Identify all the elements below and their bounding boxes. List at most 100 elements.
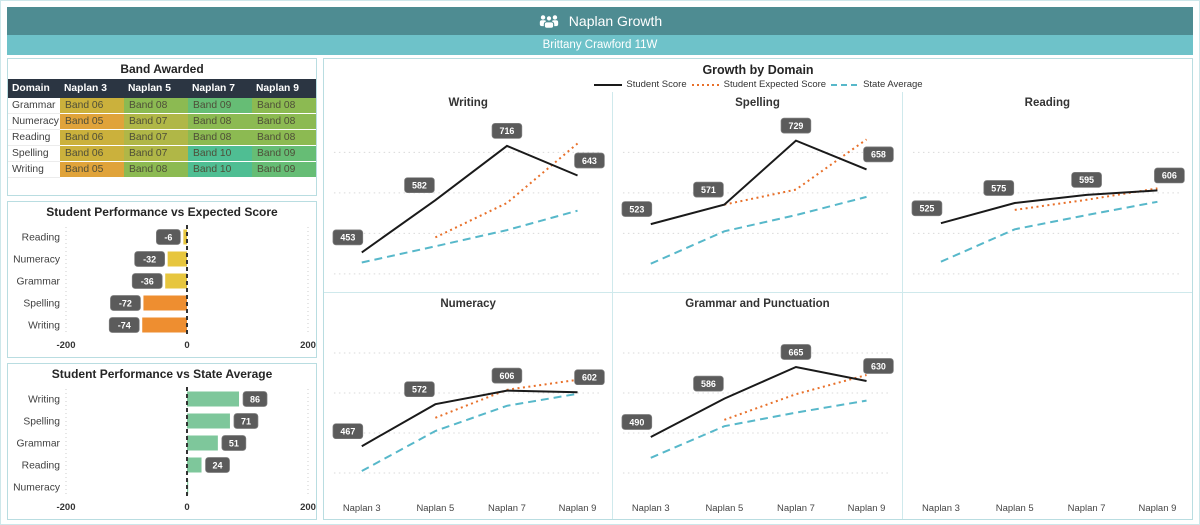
value-badge: 602 — [574, 369, 605, 386]
svg-text:716: 716 — [499, 126, 514, 136]
domain-cell: Spelling — [8, 145, 60, 162]
svg-text:571: 571 — [701, 185, 716, 195]
bar-grammar — [187, 435, 218, 451]
legend-line-dotted-icon — [691, 83, 720, 86]
value-badge: 595 — [1070, 172, 1102, 188]
value-badge: 729 — [781, 117, 812, 134]
legend-label: Student Expected Score — [723, 79, 827, 90]
svg-text:Naplan 3: Naplan 3 — [343, 503, 381, 514]
band-table-column-header: Naplan 3 — [60, 79, 124, 98]
table-row: Grammar Band 06 Band 08 Band 09 Band 08 — [8, 98, 316, 114]
band-table-header-row: Domain Naplan 3 Naplan 5 Naplan 7 Naplan 9 — [8, 79, 316, 98]
svg-text:453: 453 — [340, 233, 355, 243]
state-average-title: Student Performance vs State Average — [51, 367, 273, 381]
svg-text:729: 729 — [789, 121, 804, 131]
svg-text:Naplan 5: Naplan 5 — [995, 503, 1033, 514]
svg-text:-200: -200 — [56, 340, 75, 351]
state-average-line — [361, 392, 578, 472]
svg-text:-32: -32 — [143, 254, 156, 264]
state-average-line — [650, 399, 868, 459]
band-cell: Band 08 — [252, 113, 316, 130]
band-cell: Band 08 — [188, 129, 252, 146]
expected-score-line — [1014, 187, 1158, 211]
svg-text:71: 71 — [241, 416, 251, 426]
svg-text:Naplan 9: Naplan 9 — [1138, 503, 1176, 514]
band-cell: Band 05 — [60, 161, 124, 178]
svg-text:Naplan 3: Naplan 3 — [922, 503, 960, 514]
expected-score-bar-chart: Reading -6 Numeracy -32 Grammar -36 Spelling -7… — [13, 225, 316, 351]
svg-text:Spelling: Spelling — [23, 299, 60, 310]
band-cell: Band 05 — [60, 113, 124, 130]
bar-grammar — [165, 273, 187, 289]
table-row: Numeracy Band 05 Band 07 Band 08 Band 08 — [8, 113, 316, 130]
bar-numeracy — [167, 251, 187, 267]
svg-text:-200: -200 — [56, 502, 75, 513]
svg-text:490: 490 — [630, 417, 645, 427]
band-cell: Band 10 — [188, 145, 252, 162]
svg-text:Writing: Writing — [28, 395, 60, 406]
value-badge: 643 — [574, 152, 605, 169]
svg-text:Reading: Reading — [22, 233, 61, 244]
band-awarded-panel: Band Awarded Domain Naplan 3 Naplan 5 Napla… — [7, 58, 317, 196]
legend-line-dashed-icon — [831, 83, 860, 86]
mini-chart-plot: 523 571 729 658 — [621, 117, 895, 275]
svg-text:51: 51 — [229, 438, 239, 448]
band-table-column-header: Naplan 9 — [252, 79, 316, 98]
mini-chart-grammar-and-punctuation: Grammar and Punctuation 490 586 665 630 Napla… — [613, 293, 903, 519]
mini-chart-plot: 453 582 716 643 — [332, 123, 605, 275]
bar-reading — [187, 457, 202, 473]
svg-text:665: 665 — [789, 347, 804, 357]
page-title: Naplan Growth — [568, 13, 663, 29]
chart-legend: Student Score Student Expected Score State… — [324, 77, 1192, 92]
mini-chart-title: Numeracy — [440, 298, 496, 310]
band-cell: Band 06 — [60, 145, 124, 162]
mini-chart-title: Writing — [448, 97, 488, 109]
mini-chart-numeracy: Numeracy 467 572 606 602 Naplan 3 Naplan 5 Napl… — [324, 293, 614, 519]
growth-by-domain-panel: Growth by Domain Student Score Student Ex… — [323, 58, 1193, 520]
expected-score-line — [434, 378, 578, 419]
svg-text:658: 658 — [871, 150, 886, 160]
svg-text:Naplan 3: Naplan 3 — [632, 503, 670, 514]
student-score-line — [650, 365, 868, 438]
value-badge: 525 — [911, 200, 942, 217]
value-badge: 571 — [693, 181, 725, 198]
value-badge: 467 — [332, 423, 364, 440]
mini-chart-writing: Writing 453 582 716 643 — [324, 92, 614, 293]
band-table-body: Grammar Band 06 Band 08 Band 09 Band 08 Numer… — [8, 98, 316, 178]
value-badge: 572 — [404, 381, 435, 398]
band-cell: Band 08 — [188, 113, 252, 130]
value-badge: 582 — [404, 177, 435, 194]
value-badge: -6 — [156, 229, 181, 245]
band-cell: Band 07 — [124, 113, 188, 130]
band-cell: Band 09 — [188, 98, 252, 114]
legend-item: Student Expected Score — [691, 79, 826, 90]
band-cell: Band 09 — [252, 161, 316, 178]
value-badge: 665 — [781, 344, 812, 360]
svg-text:575: 575 — [991, 183, 1006, 193]
band-table-column-header: Naplan 7 — [188, 79, 252, 98]
mini-chart-plot: Naplan 3 Naplan 5 Naplan 7 Naplan 9 — [922, 503, 1176, 514]
svg-text:Naplan 7: Naplan 7 — [777, 503, 815, 514]
svg-text:606: 606 — [1162, 171, 1177, 181]
student-score-line — [361, 144, 578, 254]
svg-text:595: 595 — [1079, 175, 1094, 185]
svg-text:586: 586 — [701, 379, 716, 389]
table-row: Writing Band 05 Band 08 Band 10 Band 09 — [8, 161, 316, 178]
svg-text:24: 24 — [213, 460, 223, 470]
mini-chart-empty: Naplan 3 Naplan 5 Naplan 7 Naplan 9 — [903, 293, 1192, 519]
mini-chart-plot: 525 575 595 606 — [911, 151, 1185, 275]
svg-text:602: 602 — [582, 372, 597, 382]
expected-score-line — [724, 374, 868, 421]
value-badge: 606 — [491, 367, 523, 384]
domain-cell: Reading — [8, 129, 60, 146]
band-cell: Band 08 — [124, 98, 188, 114]
band-cell: Band 09 — [252, 145, 316, 162]
svg-text:Naplan 7: Naplan 7 — [1067, 503, 1105, 514]
main-content: Band Awarded Domain Naplan 3 Naplan 5 Napla… — [7, 58, 1193, 520]
svg-text:Naplan 5: Naplan 5 — [706, 503, 744, 514]
mini-chart-plot: 467 572 606 602 Naplan 3 Naplan 5 Naplan 7 Napl… — [332, 352, 605, 514]
svg-text:0: 0 — [184, 340, 189, 351]
band-cell: Band 10 — [188, 161, 252, 178]
mini-chart-reading: Reading 525 575 595 606 — [902, 92, 1192, 293]
